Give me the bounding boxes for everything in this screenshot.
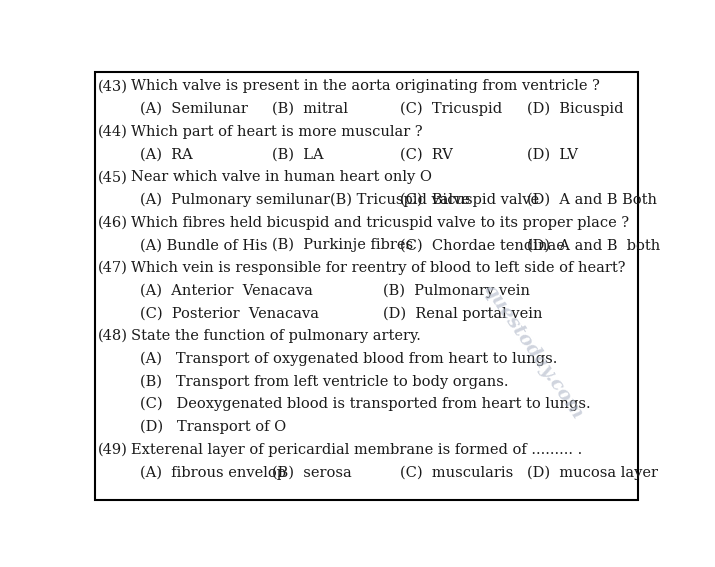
- Text: (A)  fibrous envelop: (A) fibrous envelop: [140, 465, 286, 480]
- Text: (A)  Anterior  Venacava: (A) Anterior Venacava: [140, 284, 313, 298]
- Text: (A)  RA: (A) RA: [140, 147, 193, 162]
- Text: Near which valve in human heart only O: Near which valve in human heart only O: [131, 170, 432, 184]
- Text: (49): (49): [98, 443, 127, 456]
- Text: (C)  Bicuspid valve: (C) Bicuspid valve: [400, 193, 539, 207]
- Text: (D)  A and B Both: (D) A and B Both: [527, 193, 657, 207]
- Text: Which vein is responsible for reentry of blood to left side of heart?: Which vein is responsible for reentry of…: [131, 261, 626, 275]
- Text: (44): (44): [98, 125, 127, 139]
- Text: (43): (43): [98, 79, 128, 94]
- Text: State the function of pulmonary artery.: State the function of pulmonary artery.: [131, 329, 421, 343]
- Text: (D)   Transport of O: (D) Transport of O: [140, 420, 287, 434]
- Text: (45): (45): [98, 170, 127, 184]
- Text: (B)  serosa: (B) serosa: [272, 466, 352, 479]
- Text: (D)  Bicuspid: (D) Bicuspid: [527, 102, 623, 116]
- Text: (C)  Posterior  Venacava: (C) Posterior Venacava: [140, 306, 320, 320]
- FancyBboxPatch shape: [95, 73, 638, 500]
- Text: (A)   Transport of oxygenated blood from heart to lungs.: (A) Transport of oxygenated blood from h…: [140, 352, 558, 366]
- Text: (B)  Purkinje fibres: (B) Purkinje fibres: [272, 238, 413, 252]
- Text: (B)  mitral: (B) mitral: [272, 102, 348, 116]
- Text: (A)  Pulmonary semilunar(B) Tricuspid valve: (A) Pulmonary semilunar(B) Tricuspid val…: [140, 193, 470, 207]
- Text: Exterenal layer of pericardial membrane is formed of ......... .: Exterenal layer of pericardial membrane …: [131, 443, 582, 456]
- Text: (B)  LA: (B) LA: [272, 147, 324, 162]
- Text: (B)  Pulmonary vein: (B) Pulmonary vein: [383, 284, 530, 298]
- Text: questoday.com: questoday.com: [479, 281, 586, 423]
- Text: (A) Bundle of His: (A) Bundle of His: [140, 238, 268, 252]
- Text: (C)  Tricuspid: (C) Tricuspid: [400, 102, 502, 116]
- Text: (D)  A and B  both: (D) A and B both: [527, 238, 661, 252]
- Text: (D)  mucosa layer: (D) mucosa layer: [527, 465, 658, 480]
- Text: (D)  Renal portal vein: (D) Renal portal vein: [383, 306, 543, 320]
- Text: (46): (46): [98, 215, 128, 230]
- Text: (A)  Semilunar: (A) Semilunar: [140, 102, 248, 116]
- Text: (C)  muscularis: (C) muscularis: [400, 466, 513, 479]
- Text: Which valve is present in the aorta originating from ventricle ?: Which valve is present in the aorta orig…: [131, 79, 600, 94]
- Text: (C)  Chordae tendinae: (C) Chordae tendinae: [400, 238, 565, 252]
- Text: (B)   Transport from left ventricle to body organs.: (B) Transport from left ventricle to bod…: [140, 374, 509, 389]
- Text: Which part of heart is more muscular ?: Which part of heart is more muscular ?: [131, 125, 423, 139]
- Text: (C)   Deoxygenated blood is transported from heart to lungs.: (C) Deoxygenated blood is transported fr…: [140, 397, 591, 412]
- Text: (D)  LV: (D) LV: [527, 147, 578, 162]
- Text: (48): (48): [98, 329, 128, 343]
- Text: (47): (47): [98, 261, 127, 275]
- Text: Which fibres held bicuspid and tricuspid valve to its proper place ?: Which fibres held bicuspid and tricuspid…: [131, 215, 629, 230]
- Text: (C)  RV: (C) RV: [400, 147, 453, 162]
